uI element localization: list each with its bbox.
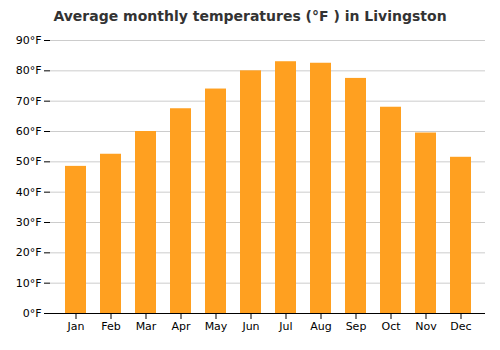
- svg-text:Jul: Jul: [278, 320, 292, 333]
- svg-text:May: May: [205, 320, 228, 333]
- svg-text:0°F: 0°F: [23, 307, 42, 320]
- svg-text:80°F: 80°F: [16, 64, 42, 77]
- svg-text:50°F: 50°F: [16, 155, 42, 168]
- svg-text:70°F: 70°F: [16, 95, 42, 108]
- svg-text:Feb: Feb: [101, 320, 120, 333]
- svg-text:40°F: 40°F: [16, 186, 42, 199]
- html-text:Average monthly temperatures (: Average monthly temperatures (°F ) in Li…: [53, 8, 447, 24]
- svg-text:Jun: Jun: [241, 320, 259, 333]
- svg-text:Aug: Aug: [310, 320, 331, 333]
- svg-text:Oct: Oct: [381, 320, 401, 333]
- svg-text:Jan: Jan: [67, 320, 85, 333]
- svg-text:30°F: 30°F: [16, 216, 42, 229]
- svg-text:20°F: 20°F: [16, 246, 42, 259]
- svg-text:Apr: Apr: [171, 320, 191, 333]
- svg-text:90°F: 90°F: [16, 34, 42, 47]
- svg-text:Mar: Mar: [136, 320, 157, 333]
- svg-text:60°F: 60°F: [16, 125, 42, 138]
- svg-text:Dec: Dec: [450, 320, 471, 333]
- svg-text:Nov: Nov: [415, 320, 437, 333]
- svg-text:Sep: Sep: [346, 320, 367, 333]
- svg-text:10°F: 10°F: [16, 277, 42, 290]
